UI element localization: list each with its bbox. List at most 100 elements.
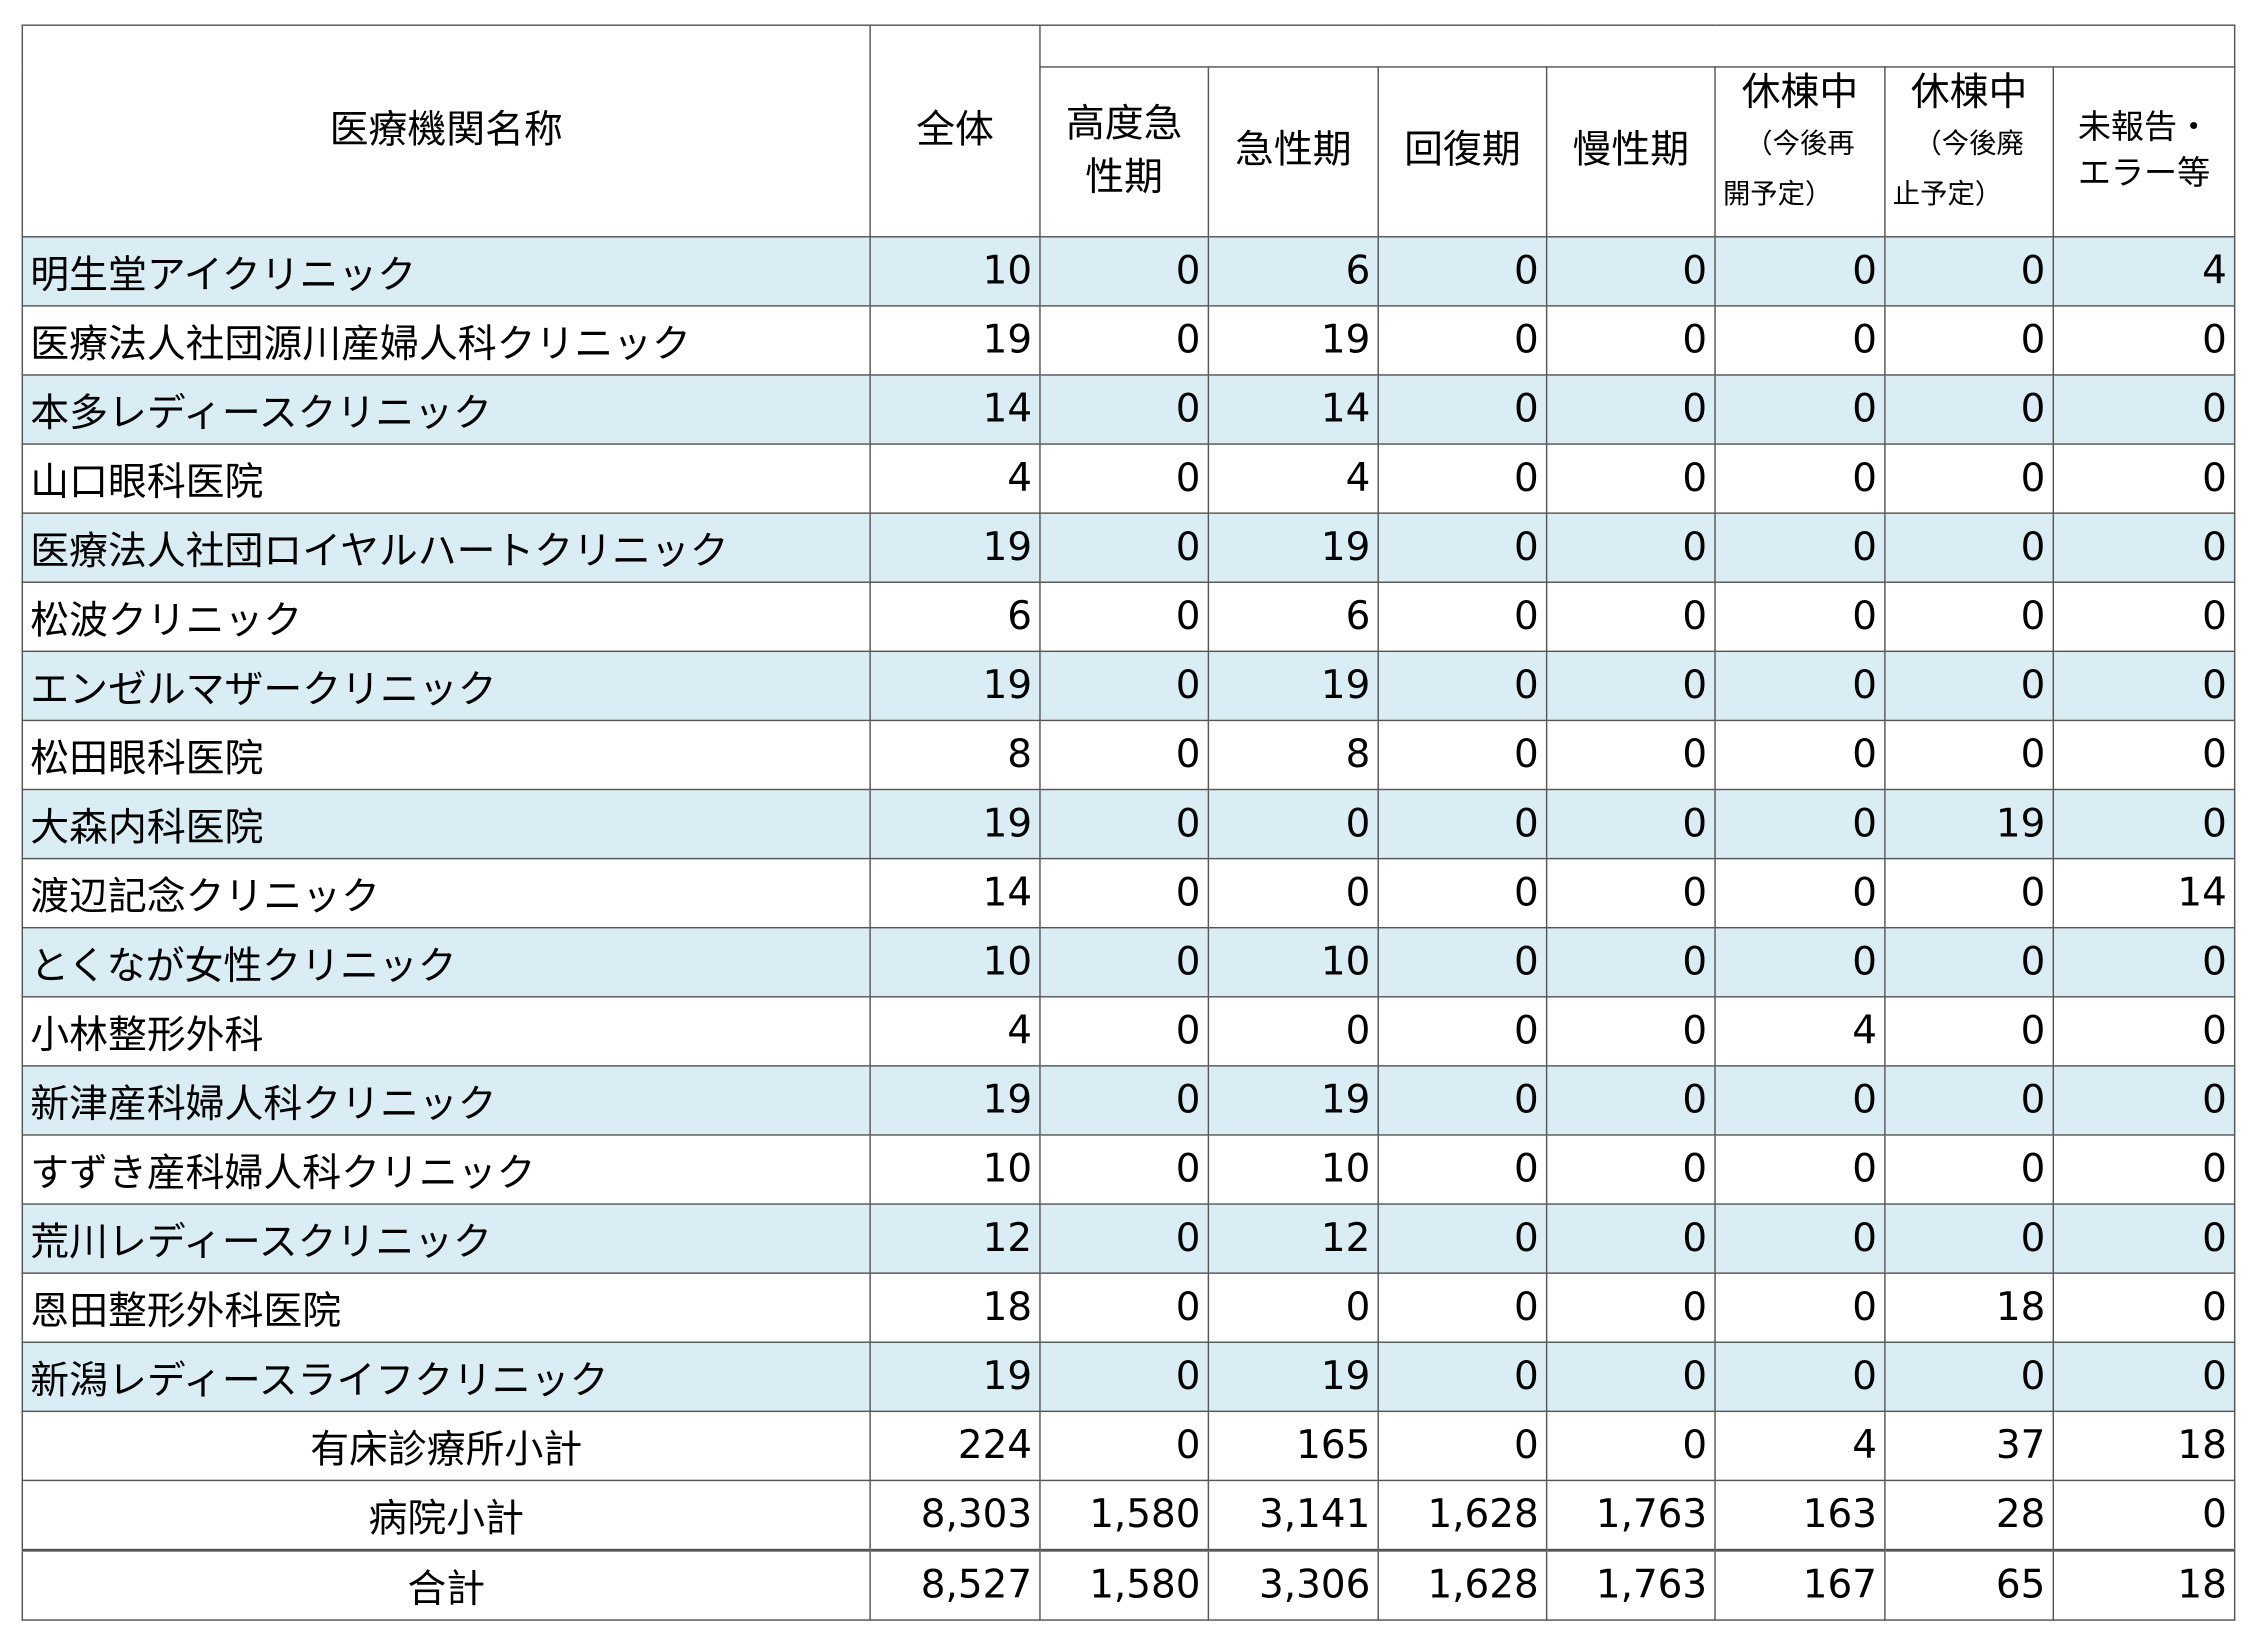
table-row: 新津産科婦人科クリニック 19 0 19 0 0 0 0 0 <box>21 1065 2236 1136</box>
header-closed-reopen-line1: 休棟中 <box>1741 70 1859 116</box>
cell-value: 8,303 <box>869 1479 1041 1551</box>
header-closed-abolish: 休棟中 （今後廃 止予定） <box>1884 66 2055 238</box>
cell-value: 0 <box>1884 996 2055 1067</box>
cell-value: 0 <box>1377 1134 1548 1205</box>
cell-value: 0 <box>1377 857 1548 929</box>
cell-value: 19 <box>869 305 1041 376</box>
cell-name: 病院小計 <box>21 1479 871 1551</box>
cell-value: 0 <box>1377 650 1548 722</box>
cell-value: 0 <box>1884 1134 2055 1205</box>
table-row: エンゼルマザークリニック 19 0 19 0 0 0 0 0 <box>21 650 2236 722</box>
cell-value: 0 <box>1714 374 1886 445</box>
cell-name: 本多レディースクリニック <box>21 374 871 445</box>
cell-value: 1,580 <box>1039 1479 1210 1551</box>
header-name: 医療機関名称 <box>21 24 871 238</box>
cell-value: 0 <box>1039 926 1210 998</box>
cell-value: 0 <box>1377 996 1548 1067</box>
cell-value: 0 <box>1545 1341 1716 1413</box>
header-unreported-line2: エラー等 <box>2077 154 2211 193</box>
cell-value: 0 <box>2052 719 2236 791</box>
cell-value: 19 <box>1207 512 1379 583</box>
cell-value: 10 <box>869 236 1041 307</box>
bed-function-table: 医療機関名称 全体 高度急 性期 急性期 回復期 慢性期 休棟中 （今後再 開予定） … <box>21 24 2236 1621</box>
cell-name: 明生堂アイクリニック <box>21 236 871 307</box>
cell-value: 0 <box>1545 1065 1716 1136</box>
header-spacer <box>1039 24 2236 68</box>
cell-value: 0 <box>1545 374 1716 445</box>
header-closed-reopen: 休棟中 （今後再 開予定） <box>1714 66 1886 238</box>
header-chronic: 慢性期 <box>1545 66 1716 238</box>
cell-name: 新津産科婦人科クリニック <box>21 1065 871 1136</box>
cell-value: 19 <box>1207 305 1379 376</box>
cell-value: 37 <box>1884 1410 2055 1482</box>
cell-value: 4 <box>1714 1410 1886 1482</box>
cell-value: 0 <box>1545 1203 1716 1274</box>
cell-value: 0 <box>1884 581 2055 653</box>
cell-value: 3,141 <box>1207 1479 1379 1551</box>
cell-value: 10 <box>1207 926 1379 998</box>
cell-value: 0 <box>1377 926 1548 998</box>
table-row: 明生堂アイクリニック 10 0 6 0 0 0 0 4 <box>21 236 2236 307</box>
cell-value: 0 <box>1714 1065 1886 1136</box>
cell-value: 0 <box>1714 857 1886 929</box>
cell-value: 0 <box>1714 1341 1886 1413</box>
table-row: 新潟レディースライフクリニック 19 0 19 0 0 0 0 0 <box>21 1341 2236 1413</box>
table-row: 松波クリニック 6 0 6 0 0 0 0 0 <box>21 581 2236 653</box>
cell-value: 0 <box>2052 1065 2236 1136</box>
cell-value: 0 <box>1545 788 1716 860</box>
cell-value: 0 <box>1545 236 1716 307</box>
summary-row: 病院小計 8,303 1,580 3,141 1,628 1,763 163 28 0 <box>21 1479 2236 1551</box>
header-unreported-line1: 未報告・ <box>2077 110 2211 148</box>
cell-value: 0 <box>1039 719 1210 791</box>
header-acute: 急性期 <box>1207 66 1379 238</box>
table-row: とくなが女性クリニック 10 0 10 0 0 0 0 0 <box>21 926 2236 998</box>
cell-value: 0 <box>2052 443 2236 514</box>
cell-value: 0 <box>2052 1272 2236 1343</box>
header-unreported: 未報告・ エラー等 <box>2052 66 2236 238</box>
cell-value: 0 <box>1377 512 1548 583</box>
table-row: 医療法人社団源川産婦人科クリニック 19 0 19 0 0 0 0 0 <box>21 305 2236 376</box>
cell-value: 224 <box>869 1410 1041 1482</box>
cell-value: 0 <box>1039 857 1210 929</box>
cell-value: 19 <box>869 650 1041 722</box>
header-high-acute-line1: 高度急 <box>1065 102 1183 147</box>
cell-value: 12 <box>1207 1203 1379 1274</box>
header-closed-reopen-line3: 開予定） <box>1722 177 1833 210</box>
cell-value: 0 <box>2052 650 2236 722</box>
cell-value: 14 <box>869 374 1041 445</box>
cell-value: 0 <box>2052 1479 2236 1551</box>
cell-value: 0 <box>2052 1341 2236 1413</box>
cell-value: 0 <box>1714 1272 1886 1343</box>
table-row: 渡辺記念クリニック 14 0 0 0 0 0 0 14 <box>21 857 2236 929</box>
cell-value: 0 <box>1545 857 1716 929</box>
cell-value: 0 <box>1377 1065 1548 1136</box>
cell-name: とくなが女性クリニック <box>21 926 871 998</box>
cell-name: 合計 <box>21 1548 871 1621</box>
cell-value: 0 <box>1884 1065 2055 1136</box>
header-high-acute: 高度急 性期 <box>1039 66 1210 238</box>
cell-value: 0 <box>1545 926 1716 998</box>
header-closed-abolish-line3: 止予定） <box>1892 177 2003 210</box>
cell-value: 0 <box>1714 512 1886 583</box>
cell-value: 1,763 <box>1545 1479 1716 1551</box>
cell-value: 0 <box>1884 236 2055 307</box>
cell-value: 0 <box>1884 926 2055 998</box>
cell-value: 0 <box>1039 305 1210 376</box>
cell-value: 0 <box>1039 512 1210 583</box>
cell-value: 0 <box>1545 512 1716 583</box>
cell-value: 6 <box>1207 581 1379 653</box>
cell-value: 0 <box>1207 996 1379 1067</box>
cell-name: 渡辺記念クリニック <box>21 857 871 929</box>
cell-value: 6 <box>869 581 1041 653</box>
cell-name: 医療法人社団ロイヤルハートクリニック <box>21 512 871 583</box>
table-row: 小林整形外科 4 0 0 0 0 4 0 0 <box>21 996 2236 1067</box>
cell-value: 0 <box>1207 788 1379 860</box>
cell-value: 10 <box>869 1134 1041 1205</box>
cell-value: 19 <box>1207 1341 1379 1413</box>
cell-value: 10 <box>869 926 1041 998</box>
cell-name: 松田眼科医院 <box>21 719 871 791</box>
cell-value: 0 <box>1377 1203 1548 1274</box>
cell-value: 0 <box>1884 1341 2055 1413</box>
cell-value: 0 <box>2052 305 2236 376</box>
